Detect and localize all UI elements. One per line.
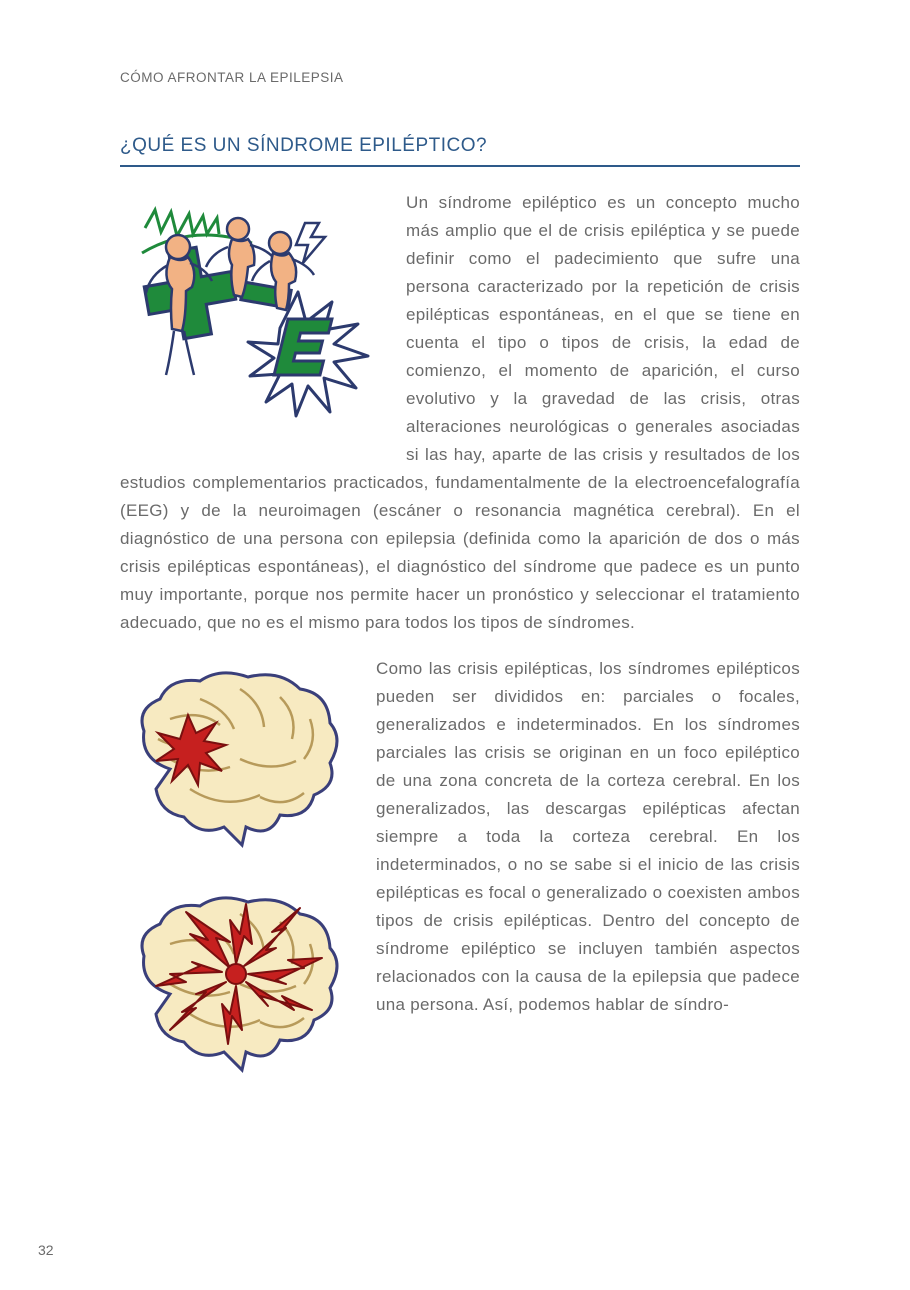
page-content: CÓMO AFRONTAR LA EPILEPSIA ¿QUÉ ES UN SÍ… bbox=[120, 70, 800, 1105]
page-number: 32 bbox=[38, 1242, 54, 1258]
figure-epilepsy-symbol bbox=[120, 193, 380, 443]
section-title: ¿QUÉ ES UN SÍNDROME EPILÉPTICO? bbox=[120, 135, 800, 167]
epilepsy-symbol-icon bbox=[120, 193, 380, 443]
running-head: CÓMO AFRONTAR LA EPILEPSIA bbox=[120, 70, 800, 85]
figure-brain-types bbox=[120, 659, 350, 1099]
brain-focal-generalized-icon bbox=[120, 659, 350, 1099]
